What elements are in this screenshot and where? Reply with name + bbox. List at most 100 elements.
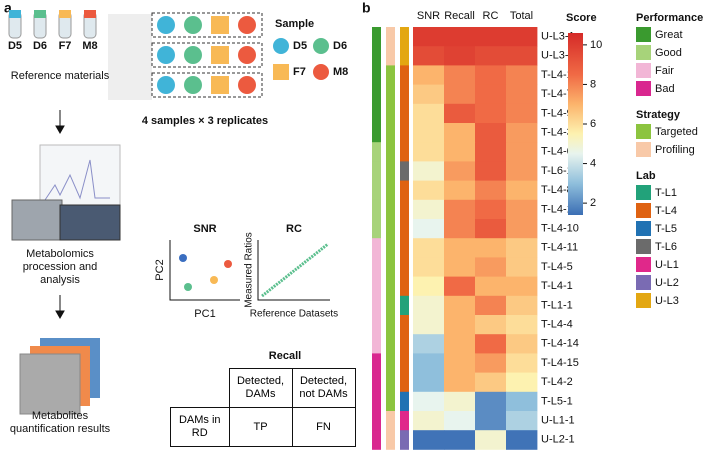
row-label: T-L4-8 [541, 184, 573, 196]
legend-label: U-L1 [655, 259, 679, 271]
heat-cell [413, 315, 445, 335]
heat-cell [413, 142, 445, 162]
heat-cell [444, 84, 476, 105]
annotation-cell [386, 276, 395, 297]
heat-cell [475, 276, 507, 297]
row-label: U-L3-1 [541, 31, 575, 43]
heat-cell [413, 27, 445, 47]
legend-swatch [636, 293, 651, 308]
legend-swatch [636, 27, 651, 42]
heat-cell [475, 295, 507, 316]
axis-label: PC1 [194, 308, 215, 320]
heat-cell [444, 161, 476, 181]
heat-cell [506, 353, 538, 373]
panel-label: b [362, 0, 371, 16]
heat-cell [506, 276, 538, 297]
tube-label: F7 [59, 40, 72, 52]
documents [19, 338, 100, 415]
column-label: Recall [444, 10, 475, 22]
heat-cell [444, 27, 476, 47]
annotation-cell [372, 46, 381, 66]
annotation-cell [386, 372, 395, 393]
annotation-cell [400, 46, 409, 66]
annotation-cell [372, 295, 381, 316]
annotation-cell [400, 27, 409, 47]
annotation-cell [400, 199, 409, 220]
tube-cap [34, 10, 46, 18]
annotation-cell [400, 123, 409, 143]
row-label: T-L4-7 [541, 88, 573, 100]
heat-cell [444, 391, 476, 412]
heat-cell [506, 46, 538, 66]
sample-marker [184, 76, 202, 94]
tube-label: D5 [8, 40, 22, 52]
annotation-cell [386, 334, 395, 354]
row-label: T-L4-3 [541, 127, 573, 139]
heat-cell [506, 180, 538, 201]
heat-cell [506, 295, 538, 316]
replicate-box [151, 42, 263, 68]
sample-marker [238, 76, 256, 94]
annotation-cell [372, 103, 381, 124]
annotation-cell [386, 219, 395, 239]
panel-label: a [4, 0, 12, 16]
colorbar-tick-label: 10 [590, 39, 602, 51]
annotation-cell [386, 257, 395, 277]
legend-swatch [636, 257, 651, 272]
heat-cell [506, 199, 538, 220]
plot-title: RC [286, 223, 302, 235]
legend-label: Fair [655, 65, 674, 77]
legend-swatch [636, 63, 651, 78]
heat-cell [475, 142, 507, 162]
heat-cell [475, 103, 507, 124]
heat-cell [413, 353, 445, 373]
caption: Metabolomics procession and analysis [22, 248, 98, 286]
heat-cell [444, 257, 476, 277]
axis-label: PC2 [154, 259, 166, 280]
heat-cell [413, 238, 445, 258]
rc-plot [257, 240, 330, 301]
colorbar-tick-label: 4 [590, 157, 596, 169]
annotation-cell [372, 391, 381, 412]
legend-label: T-L5 [655, 223, 677, 235]
annotation-cell [372, 219, 381, 239]
annotation-cell [400, 142, 409, 162]
heat-cell [475, 84, 507, 105]
heat-cell [444, 103, 476, 124]
annotation-cell [386, 315, 395, 335]
annotation-cell [372, 257, 381, 277]
heat-cell [506, 411, 538, 431]
heat-cell [413, 334, 445, 354]
row-label: T-L4-11 [541, 242, 578, 254]
legend-label: Great [655, 29, 683, 41]
annotation-cell [372, 372, 381, 393]
legend-label: U-L3 [655, 295, 679, 307]
annotation-cell [400, 295, 409, 316]
legend-title: Strategy [636, 109, 681, 121]
annotation-cell [372, 84, 381, 105]
heat-cell [475, 199, 507, 220]
annotation-cell [386, 123, 395, 143]
row-label: U-L1-1 [541, 415, 575, 427]
heat-cell [506, 372, 538, 393]
heat-cell [506, 27, 538, 47]
replicate-box [151, 12, 263, 38]
colorbar [568, 33, 583, 215]
plot-title: SNR [193, 223, 216, 235]
column-label: Total [510, 10, 533, 22]
annotation-cell [372, 27, 381, 47]
heat-cell [413, 219, 445, 239]
annotation-cell [386, 295, 395, 316]
annotation-cell [372, 161, 381, 181]
tube-label: M8 [82, 40, 97, 52]
annotation-cell [372, 123, 381, 143]
annotation-cell [386, 161, 395, 181]
annotation-cell [386, 199, 395, 220]
heat-cell [506, 430, 538, 450]
annotation-cell [386, 180, 395, 201]
legend-swatch [636, 203, 651, 218]
row-label: T-L4-5 [541, 261, 573, 273]
heat-cell [475, 161, 507, 181]
legend-swatch [636, 275, 651, 290]
annotation-cell [400, 372, 409, 393]
